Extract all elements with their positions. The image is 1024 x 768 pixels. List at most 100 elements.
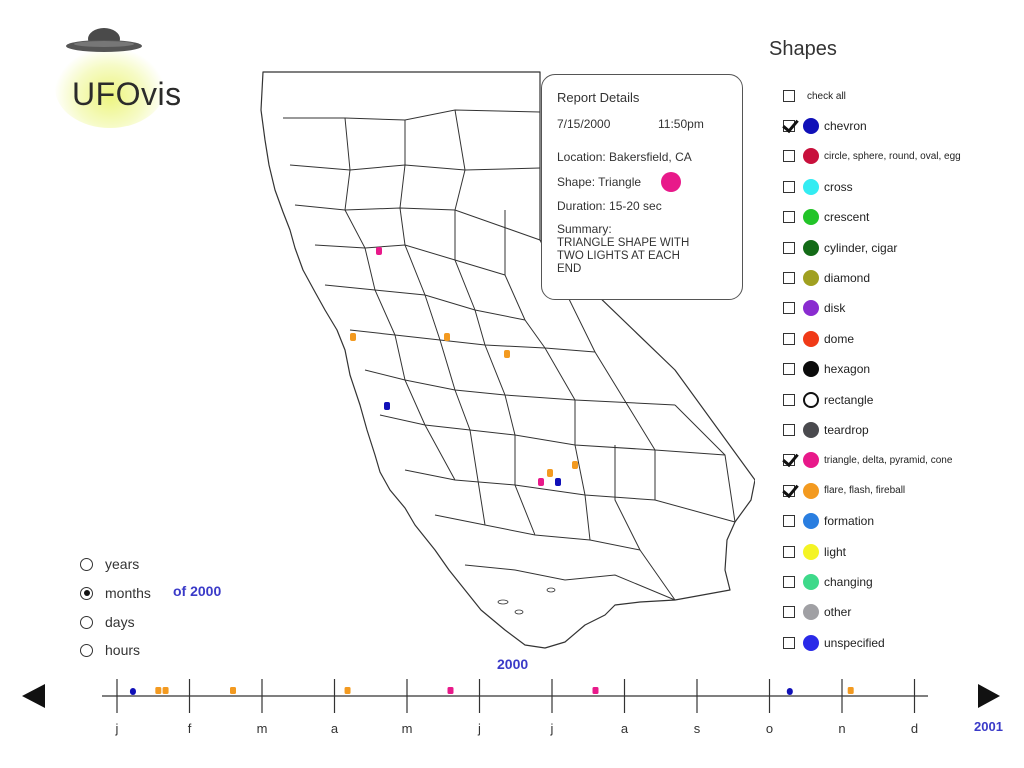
shape-checkbox[interactable]	[783, 515, 795, 528]
shape-checkbox[interactable]	[783, 393, 795, 406]
shape-checkbox[interactable]	[783, 332, 795, 345]
timeline-event-marker[interactable]	[592, 687, 599, 694]
shape-filter-circle[interactable]: circle, sphere, round, oval, egg	[783, 146, 961, 166]
timeline-month-label[interactable]: a	[331, 721, 339, 736]
granularity-option-years[interactable]: years	[80, 554, 139, 574]
check-all-row[interactable]: check all	[783, 86, 846, 106]
shape-filter-chevron[interactable]: chevron	[783, 116, 867, 136]
shape-checkbox[interactable]	[783, 302, 795, 315]
shape-filter-formation[interactable]: formation	[783, 511, 874, 531]
timeline-event-marker[interactable]	[162, 687, 169, 694]
california-map[interactable]	[255, 70, 755, 660]
shape-color-dot	[803, 300, 819, 317]
map-sighting-marker[interactable]	[572, 461, 578, 469]
shape-checkbox[interactable]	[783, 576, 795, 588]
timeline-event-marker[interactable]	[447, 687, 454, 694]
shape-checkbox[interactable]	[783, 180, 795, 193]
map-sighting-marker[interactable]	[350, 333, 356, 341]
timeline-month-label[interactable]: j	[550, 721, 554, 736]
shape-checkbox[interactable]	[783, 211, 795, 224]
granularity-option-hours[interactable]: hours	[80, 640, 140, 660]
shape-checkbox[interactable]	[783, 363, 795, 376]
timeline-month-label[interactable]: m	[257, 721, 268, 736]
granularity-option-days[interactable]: days	[80, 612, 135, 632]
shape-label: disk	[824, 301, 846, 316]
timeline-month-label[interactable]: n	[838, 721, 845, 736]
prev-year-arrow-icon[interactable]	[22, 684, 45, 708]
map-sighting-marker[interactable]	[504, 350, 510, 358]
shape-filter-cylinder[interactable]: cylinder, cigar	[783, 238, 897, 258]
shape-filter-diamond[interactable]: diamond	[783, 268, 870, 288]
map-sighting-marker[interactable]	[538, 478, 544, 486]
timeline-month-label[interactable]: o	[766, 721, 773, 736]
map-sighting-marker[interactable]	[376, 247, 382, 255]
shape-color-dot	[803, 209, 819, 226]
shape-color-dot	[803, 330, 819, 347]
timeline-month-label[interactable]: j	[115, 721, 119, 736]
shape-checkbox[interactable]	[783, 484, 795, 497]
shape-checkbox[interactable]	[783, 241, 795, 254]
shape-checkbox[interactable]	[783, 636, 795, 649]
timeline-month-label[interactable]: m	[402, 721, 413, 736]
timeline-event-marker[interactable]	[155, 687, 162, 694]
shape-checkbox[interactable]	[783, 120, 795, 132]
report-summary: TRIANGLE SHAPE WITH TWO LIGHTS AT EACH E…	[557, 237, 717, 276]
shape-filter-cross[interactable]: cross	[783, 177, 853, 197]
shape-filter-triangle[interactable]: triangle, delta, pyramid, cone	[783, 450, 952, 470]
shape-label: formation	[824, 514, 875, 529]
report-shape-color-dot	[661, 172, 681, 192]
granularity-option-months[interactable]: months	[80, 583, 151, 603]
radio-hours[interactable]	[80, 643, 93, 657]
radio-days[interactable]	[80, 615, 93, 629]
shape-filter-flare[interactable]: flare, flash, fireball	[783, 481, 905, 501]
radio-years[interactable]	[80, 557, 93, 571]
check-all-checkbox[interactable]	[783, 90, 795, 102]
timeline-month-label[interactable]: s	[694, 721, 701, 736]
shape-checkbox[interactable]	[783, 150, 795, 163]
shape-color-dot	[803, 452, 819, 469]
shape-filter-teardrop[interactable]: teardrop	[783, 420, 869, 440]
map-sighting-marker[interactable]	[555, 478, 561, 486]
shape-color-dot	[803, 118, 819, 134]
radio-months[interactable]	[80, 586, 93, 600]
timeline-year-label: 2000	[497, 656, 529, 672]
shape-checkbox[interactable]	[783, 606, 795, 619]
timeline-event-marker[interactable]	[786, 688, 793, 695]
shape-color-dot	[803, 574, 819, 590]
shape-checkbox[interactable]	[783, 454, 795, 467]
timeline-month-label[interactable]: f	[188, 721, 192, 736]
next-year-label[interactable]: 2001	[974, 719, 1003, 734]
shapes-title: Shapes	[769, 38, 837, 60]
shape-label: changing	[824, 575, 873, 589]
map-sighting-marker[interactable]	[444, 333, 450, 341]
map-sighting-marker[interactable]	[384, 402, 390, 410]
map-sighting-marker[interactable]	[547, 469, 553, 477]
shape-label: flare, flash, fireball	[824, 485, 906, 497]
timeline-event-marker[interactable]	[230, 687, 236, 694]
shape-filter-hexagon[interactable]: hexagon	[783, 359, 870, 379]
shape-checkbox[interactable]	[783, 424, 795, 436]
shape-label: circle, sphere, round, oval, egg	[824, 150, 961, 162]
timeline-month-label[interactable]: a	[621, 721, 629, 736]
shape-filter-changing[interactable]: changing	[783, 572, 873, 592]
shape-filter-crescent[interactable]: crescent	[783, 207, 869, 227]
shape-filter-disk[interactable]: disk	[783, 298, 845, 318]
shape-filter-dome[interactable]: dome	[783, 329, 854, 349]
report-time: 11:50pm	[658, 117, 704, 131]
next-year-arrow-icon[interactable]	[978, 684, 1000, 708]
timeline-event-marker[interactable]	[344, 687, 351, 694]
channel-islands	[497, 587, 556, 615]
shape-checkbox[interactable]	[783, 545, 795, 558]
shape-filter-light[interactable]: light	[783, 542, 846, 562]
timeline-event-marker[interactable]	[129, 688, 136, 695]
timeline-month-label[interactable]: d	[911, 721, 918, 736]
shape-filter-rectangle[interactable]: rectangle	[783, 390, 873, 410]
timeline-month-label[interactable]: j	[477, 721, 481, 736]
timeline-event-marker[interactable]	[847, 687, 854, 694]
shape-checkbox[interactable]	[783, 272, 795, 284]
shape-color-dot	[803, 391, 819, 408]
shape-filter-other[interactable]: other	[783, 602, 851, 622]
shape-filter-unspecified[interactable]: unspecified	[783, 633, 885, 653]
